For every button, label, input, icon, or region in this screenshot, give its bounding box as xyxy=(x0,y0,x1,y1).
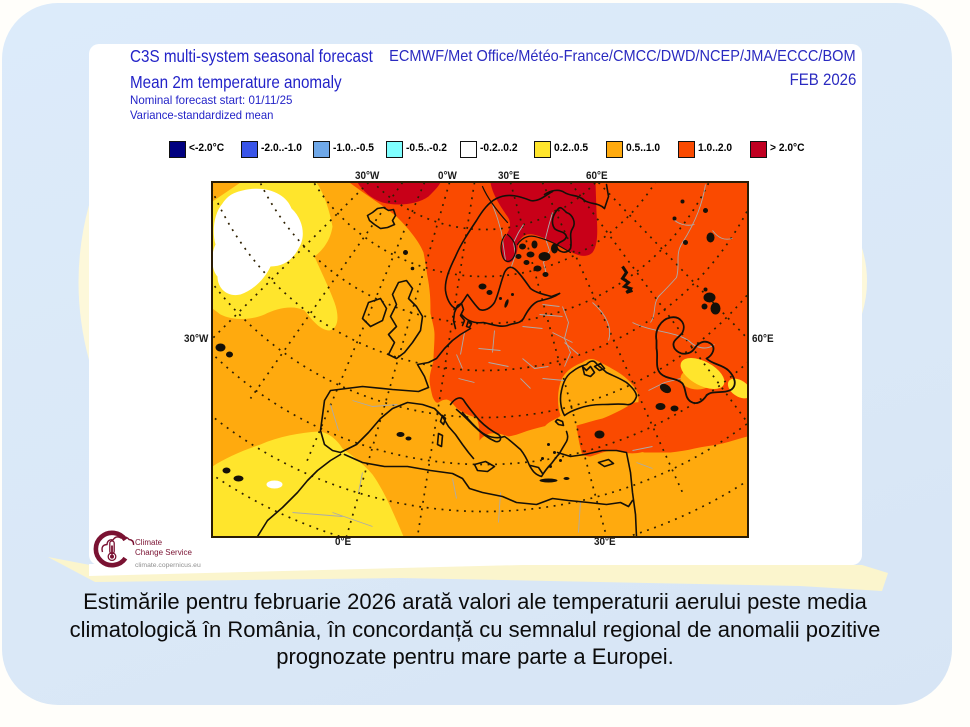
svg-text:climate.copernicus.eu: climate.copernicus.eu xyxy=(135,562,201,569)
svg-text:Climate: Climate xyxy=(135,538,163,547)
svg-text:Change Service: Change Service xyxy=(135,548,192,557)
